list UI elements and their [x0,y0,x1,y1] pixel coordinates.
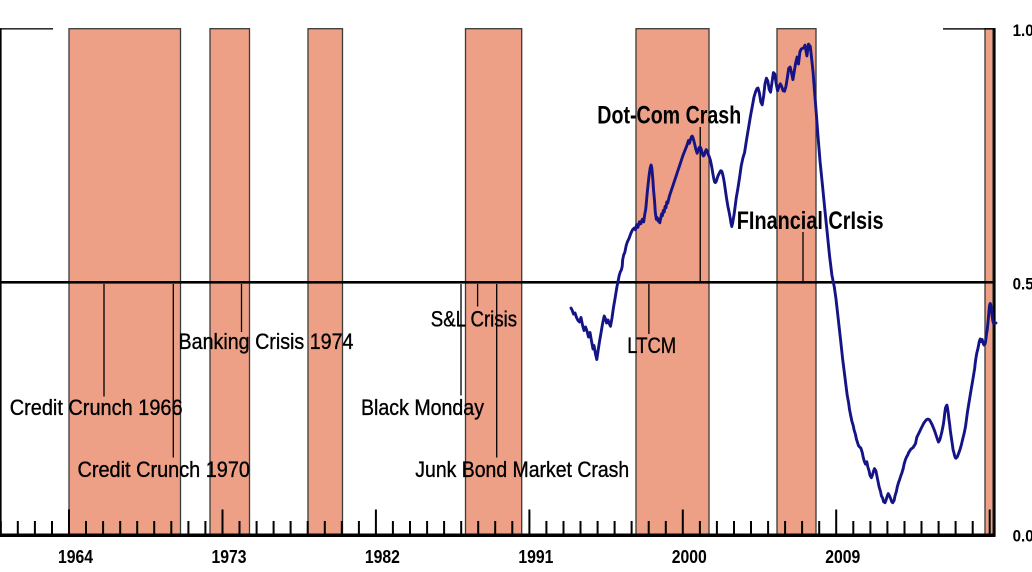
svg-text:0.5: 0.5 [1013,274,1032,293]
svg-text:2000: 2000 [672,546,707,567]
svg-text:Banking Crisis 1974: Banking Crisis 1974 [179,329,354,354]
svg-text:0.0: 0.0 [1013,526,1032,545]
svg-text:1973: 1973 [212,546,247,567]
svg-text:Junk Bond Market Crash: Junk Bond Market Crash [415,457,629,482]
svg-text:LTCM: LTCM [627,333,676,358]
svg-text:Dot-Com Crash: Dot-Com Crash [597,102,741,130]
svg-text:2009: 2009 [825,546,860,567]
svg-text:Credit Crunch 1966: Credit Crunch 1966 [10,395,183,420]
svg-text:1964: 1964 [58,546,94,567]
svg-text:S&L Crisis: S&L Crisis [431,307,517,332]
svg-text:Credit Crunch 1970: Credit Crunch 1970 [78,457,251,482]
svg-text:1991: 1991 [518,546,553,567]
svg-text:1982: 1982 [365,546,400,567]
svg-text:1.0: 1.0 [1013,21,1032,40]
svg-text:FInancial CrIsis: FInancial CrIsis [737,207,884,235]
svg-text:Black Monday: Black Monday [361,395,484,420]
